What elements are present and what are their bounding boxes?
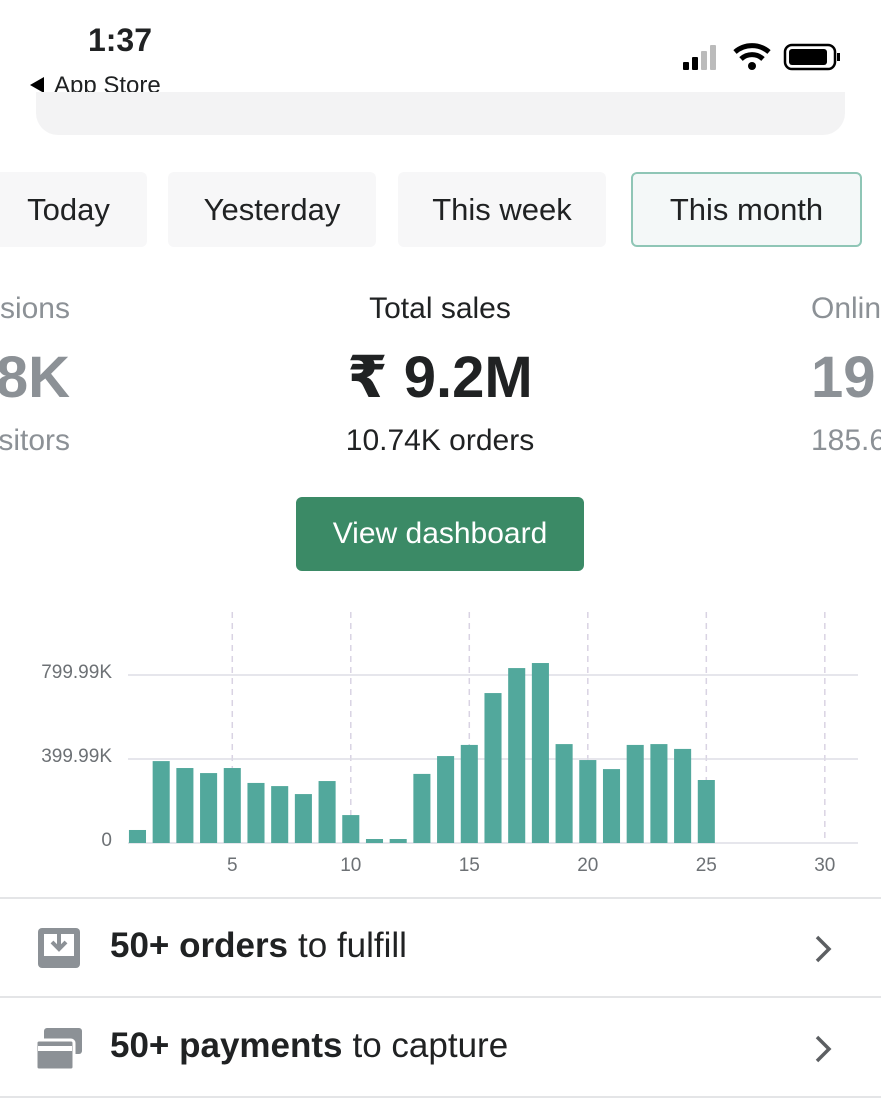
bar [271, 786, 289, 843]
task-text: to capture [352, 1026, 509, 1065]
bar [697, 780, 715, 843]
bar [555, 744, 573, 843]
bar [650, 744, 668, 843]
stat-sub: sitors [0, 424, 70, 457]
stat-value: 8K [0, 345, 70, 410]
chevron[interactable] [812, 1034, 834, 1064]
divider [0, 996, 881, 998]
stat-label: Onlin [811, 292, 881, 325]
stat-card[interactable]: sions 8K sitors [0, 292, 70, 458]
chevron[interactable] [812, 934, 834, 964]
bar [389, 839, 407, 843]
x-tick-label: 5 [227, 855, 238, 876]
task-count: 50+ orders [110, 926, 289, 965]
tab[interactable]: Today [0, 172, 147, 247]
bar [318, 781, 336, 843]
stat-label: Total sales [369, 292, 511, 325]
y-tick-label: 399.99K [41, 746, 112, 767]
status-icons [683, 43, 840, 71]
divider [0, 1096, 881, 1098]
payment-icon [34, 1028, 82, 1072]
divider [0, 897, 881, 899]
bar [152, 761, 170, 843]
x-tick-label: 25 [696, 855, 717, 876]
bar [531, 663, 549, 843]
bar [602, 769, 621, 843]
bar [626, 744, 644, 843]
bar [365, 839, 384, 843]
stat-value: 19 [811, 345, 876, 410]
bar [128, 829, 147, 843]
x-tick-label: 20 [577, 855, 598, 876]
bar [413, 773, 431, 843]
bar [579, 760, 597, 843]
status-time: 1:37 [87, 22, 153, 58]
task-row[interactable]: 50+ orders to fulfill [110, 926, 407, 966]
bar [460, 744, 478, 843]
card-remnant [36, 92, 845, 135]
sales-chart: 5 10 15 20 25 30 0 399.99K 799.99K [41, 612, 858, 876]
x-tick-label: 15 [459, 855, 480, 876]
x-tick-label: 10 [340, 855, 361, 876]
bar [200, 773, 218, 843]
view-dashboard-button[interactable]: View dashboard [296, 497, 584, 571]
bar [484, 693, 502, 843]
y-tick-label: 799.99K [41, 662, 112, 683]
task-count: 50+ payments [110, 1026, 343, 1065]
tab[interactable]: This week [398, 172, 606, 247]
tab[interactable]: This month [631, 172, 862, 247]
y-tick-label: 0 [101, 830, 112, 851]
stat-sub: 10.74K orders [345, 424, 535, 457]
back-arrow-icon[interactable] [28, 75, 48, 95]
bar [223, 768, 241, 843]
tab[interactable]: Yesterday [168, 172, 376, 247]
bar [508, 668, 526, 843]
stat-card: Total sales ₹ 9.2M 10.74K orders [290, 292, 590, 458]
bar [294, 794, 312, 843]
bar [247, 782, 265, 843]
fulfill-icon [38, 928, 80, 968]
stat-sub: 185.6 [811, 424, 881, 457]
stat-label: sions [0, 292, 70, 325]
task-row[interactable]: 50+ payments to capture [110, 1026, 508, 1066]
bar [674, 748, 692, 843]
x-tick-label: 30 [814, 855, 835, 876]
stat-card[interactable]: Onlin 19 185.6 [811, 292, 881, 458]
stat-value: ₹ 9.2M [347, 345, 533, 410]
bar [437, 756, 455, 843]
task-text: to fulfill [298, 926, 407, 965]
bar [342, 815, 360, 843]
bar [176, 768, 194, 843]
